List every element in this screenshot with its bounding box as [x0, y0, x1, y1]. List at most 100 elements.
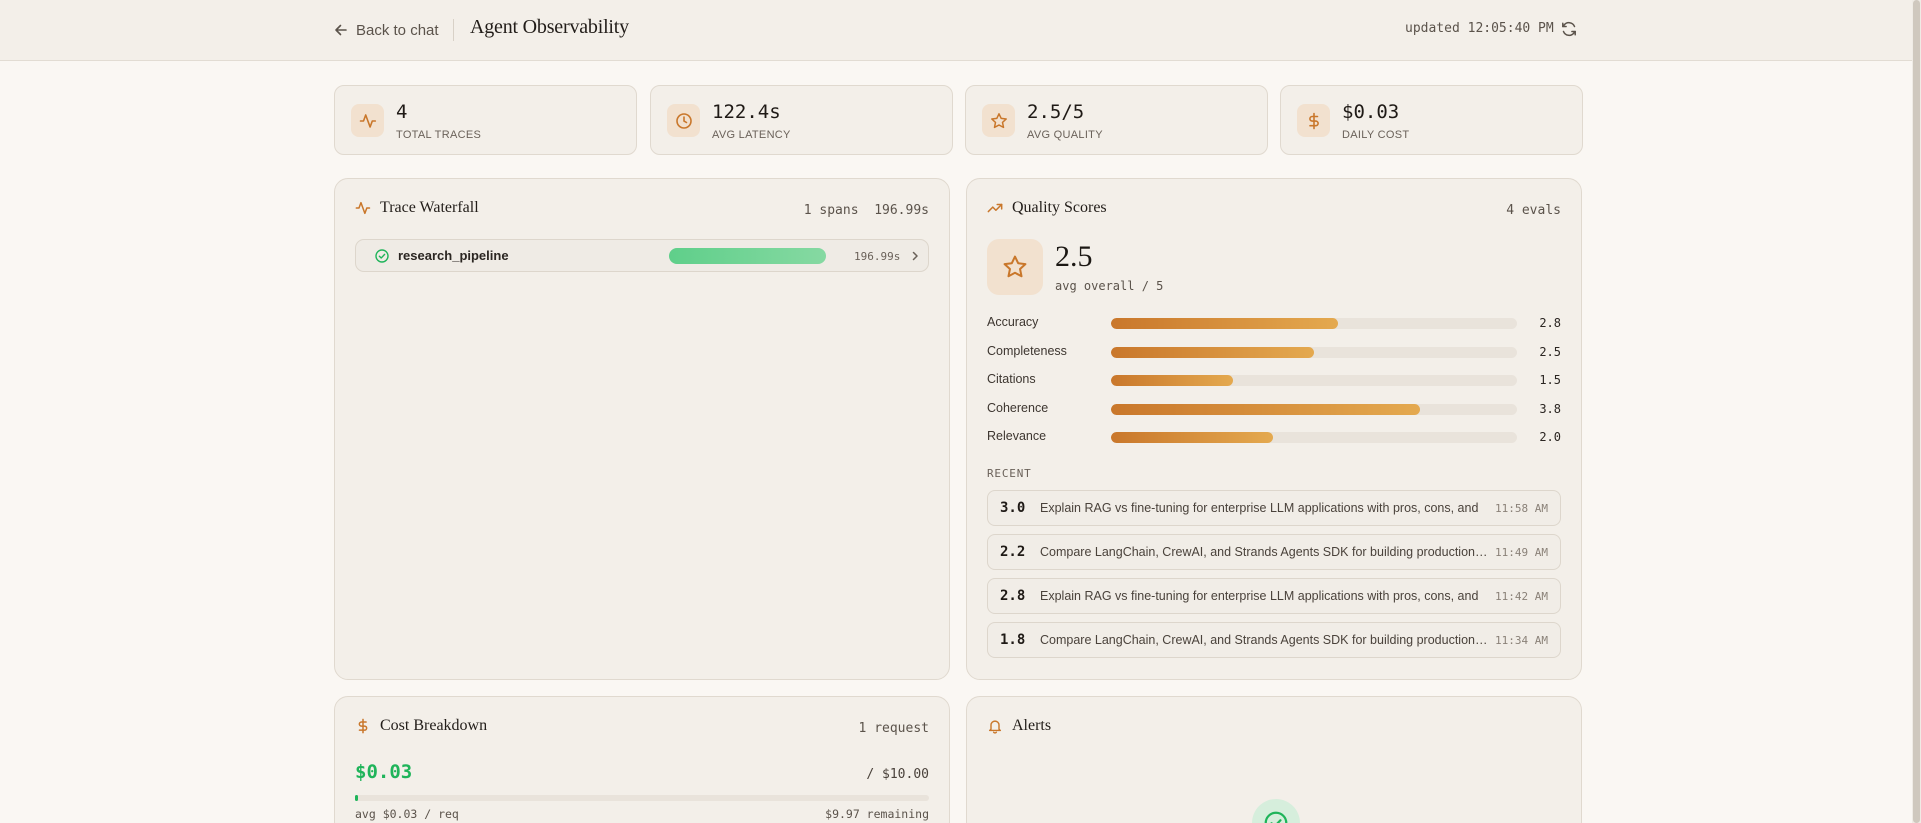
- activity-icon: [355, 201, 371, 215]
- metric-bar: [1111, 432, 1274, 443]
- recent-eval-item[interactable]: 2.8 Explain RAG vs fine-tuning for enter…: [987, 578, 1561, 614]
- cost-budget-bar: [355, 795, 359, 801]
- panel-header: Cost Breakdown: [355, 717, 487, 735]
- stat-label: DAILY COST: [1342, 129, 1410, 141]
- metric-track: [1111, 318, 1517, 329]
- panel-title: Trace Waterfall: [380, 199, 479, 216]
- span-timeline-track: [669, 248, 826, 264]
- cost-avg-per-request: avg $0.03 / req: [355, 807, 459, 821]
- recent-eval-time: 11:34 AM: [1495, 634, 1548, 647]
- metric-coherence: Coherence 3.8: [987, 401, 1561, 417]
- scrollbar-thumb[interactable]: [1913, 0, 1920, 823]
- stat-value: 4: [396, 101, 408, 123]
- recent-eval-item[interactable]: 2.2 Compare LangChain, CrewAI, and Stran…: [987, 534, 1561, 570]
- clock-icon: [667, 104, 700, 137]
- recent-eval-score: 2.8: [1000, 588, 1026, 604]
- trending-up-icon: [987, 203, 1003, 213]
- recent-eval-score: 2.2: [1000, 544, 1026, 560]
- metric-label: Accuracy: [987, 315, 1039, 329]
- refresh-icon[interactable]: [1560, 20, 1578, 38]
- activity-icon: [351, 104, 384, 137]
- metric-label: Citations: [987, 372, 1036, 386]
- metric-track: [1111, 432, 1517, 443]
- chevron-right-icon: [912, 251, 918, 261]
- metric-label: Relevance: [987, 429, 1047, 443]
- check-circle-icon: [375, 249, 389, 263]
- trace-waterfall-panel: Trace Waterfall 1 spans 196.99s research…: [334, 178, 950, 680]
- avg-quality-subtitle: avg overall / 5: [1055, 279, 1164, 293]
- stat-value: 122.4s: [712, 101, 781, 123]
- waterfall-summary: 1 spans 196.99s: [804, 203, 929, 218]
- panel-title: Quality Scores: [1012, 199, 1107, 216]
- stat-card-avg-quality: 2.5/5 AVG QUALITY: [965, 85, 1268, 155]
- stat-label: AVG QUALITY: [1027, 129, 1103, 141]
- metric-citations: Citations 1.5: [987, 372, 1561, 388]
- recent-label: RECENT: [987, 467, 1032, 480]
- recent-eval-time: 11:42 AM: [1495, 590, 1548, 603]
- metric-track: [1111, 404, 1517, 415]
- dollar-icon: [1297, 104, 1330, 137]
- cost-budget-track: [355, 795, 929, 801]
- total-duration: 196.99s: [874, 203, 929, 218]
- span-row-research-pipeline[interactable]: research_pipeline 196.99s: [355, 239, 929, 272]
- stat-card-total-traces: 4 TOTAL TRACES: [334, 85, 637, 155]
- metric-value: 1.5: [1539, 373, 1561, 387]
- page-title: Agent Observability: [470, 16, 629, 38]
- stat-label: AVG LATENCY: [712, 129, 791, 141]
- metric-value: 3.8: [1539, 402, 1561, 416]
- panel-header: Quality Scores: [987, 199, 1107, 217]
- panel-header: Trace Waterfall: [355, 199, 479, 217]
- eval-count: 4 evals: [1506, 203, 1561, 218]
- recent-eval-item[interactable]: 3.0 Explain RAG vs fine-tuning for enter…: [987, 490, 1561, 526]
- metric-bar: [1111, 375, 1233, 386]
- bell-icon: [988, 720, 1002, 734]
- metric-label: Completeness: [987, 344, 1067, 358]
- metric-relevance: Relevance 2.0: [987, 429, 1561, 445]
- header-divider: [453, 19, 454, 41]
- metric-label: Coherence: [987, 401, 1049, 415]
- metric-value: 2.8: [1539, 316, 1561, 330]
- cost-budget: / $10.00: [866, 767, 929, 782]
- panel-header: Alerts: [987, 717, 1051, 735]
- stat-value: $0.03: [1342, 101, 1400, 123]
- request-count: 1 request: [858, 721, 929, 736]
- recent-eval-time: 11:49 AM: [1495, 546, 1548, 559]
- metric-track: [1111, 347, 1517, 358]
- span-timeline-bar: [669, 248, 826, 264]
- panel-title: Cost Breakdown: [380, 717, 488, 734]
- back-to-chat-label: Back to chat: [356, 21, 439, 39]
- recent-eval-time: 11:58 AM: [1495, 502, 1548, 515]
- recent-eval-item[interactable]: 1.8 Compare LangChain, CrewAI, and Stran…: [987, 622, 1561, 658]
- stat-label: TOTAL TRACES: [396, 129, 482, 141]
- back-to-chat-button[interactable]: Back to chat: [334, 19, 439, 41]
- cost-value: $0.03: [355, 761, 413, 783]
- recent-eval-score: 1.8: [1000, 632, 1026, 648]
- metric-completeness: Completeness 2.5: [987, 344, 1561, 360]
- dollar-icon: [358, 718, 368, 734]
- recent-eval-query: Compare LangChain, CrewAI, and Strands A…: [1040, 633, 1490, 647]
- recent-eval-query: Compare LangChain, CrewAI, and Strands A…: [1040, 545, 1490, 559]
- star-icon: [982, 104, 1015, 137]
- alerts-panel: Alerts: [966, 696, 1582, 823]
- span-name: research_pipeline: [398, 248, 509, 263]
- span-duration: 196.99s: [854, 250, 901, 263]
- star-icon: [987, 239, 1043, 295]
- metric-value: 2.0: [1539, 430, 1561, 444]
- stat-value: 2.5/5: [1027, 101, 1085, 123]
- cost-remaining: $9.97 remaining: [825, 807, 929, 821]
- metric-bar: [1111, 404, 1420, 415]
- recent-eval-score: 3.0: [1000, 500, 1026, 516]
- recent-eval-query: Explain RAG vs fine-tuning for enterpris…: [1040, 589, 1479, 603]
- top-bar: Back to chat Agent Observability updated…: [0, 0, 1921, 61]
- span-count: 1 spans: [803, 203, 859, 218]
- metric-bar: [1111, 318, 1339, 329]
- metric-bar: [1111, 347, 1314, 358]
- metric-accuracy: Accuracy 2.8: [987, 315, 1561, 331]
- avg-quality-value: 2.5: [1055, 240, 1093, 273]
- panel-title: Alerts: [1012, 717, 1052, 734]
- arrow-left-icon: [335, 24, 347, 36]
- updated-timestamp: updated 12:05:40 PM: [1405, 21, 1554, 36]
- recent-eval-query: Explain RAG vs fine-tuning for enterpris…: [1040, 501, 1479, 515]
- check-circle-icon: [1252, 799, 1300, 823]
- metric-value: 2.5: [1539, 345, 1561, 359]
